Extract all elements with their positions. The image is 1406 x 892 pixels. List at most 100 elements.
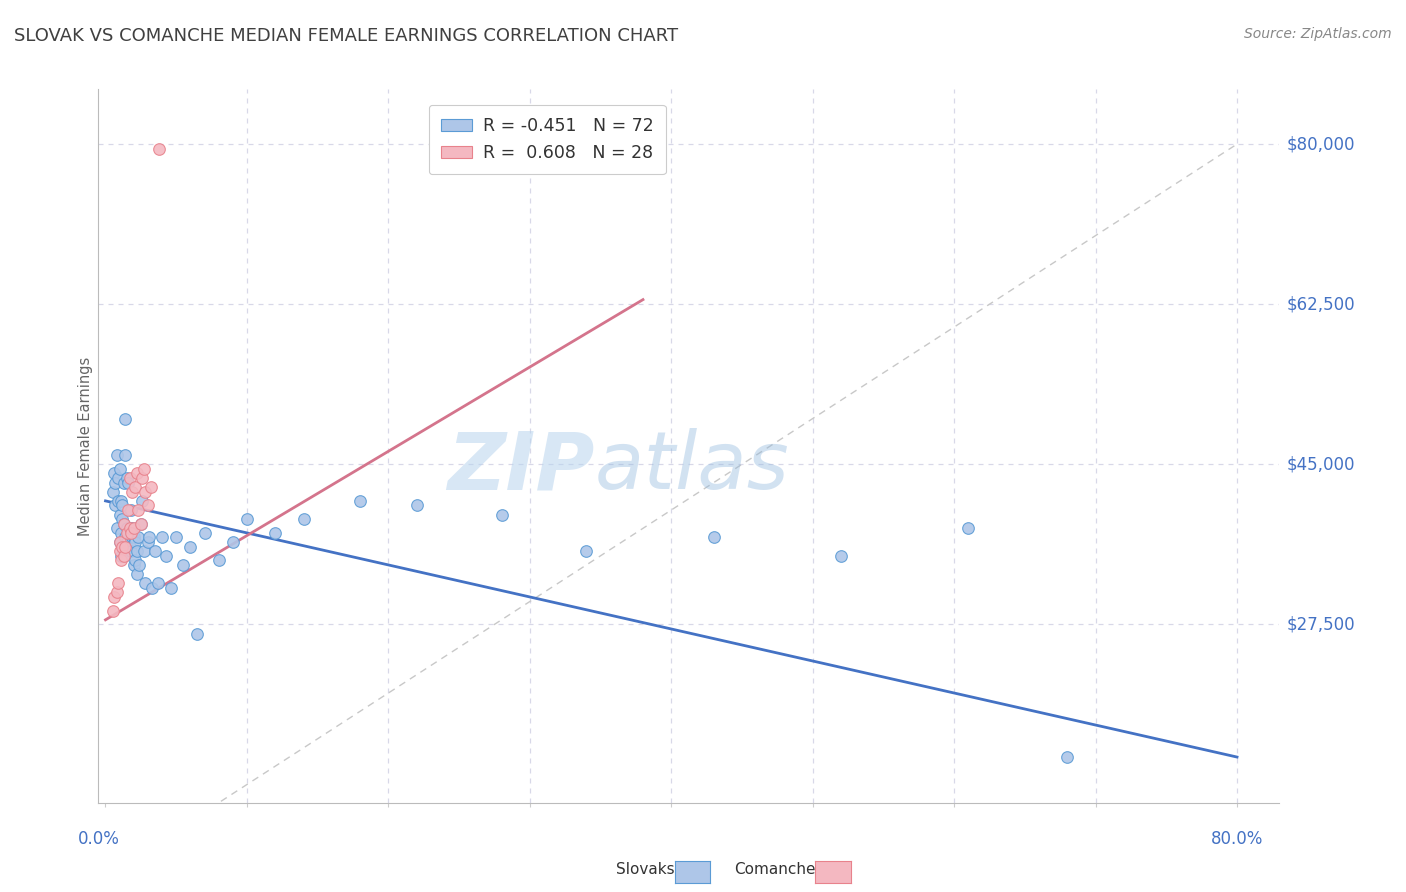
Point [117, 475, 139, 490]
Point [208, 553, 231, 567]
Point [120, 525, 142, 540]
Text: Comanche: Comanche [734, 863, 815, 877]
Point [110, 553, 132, 567]
Point [105, 448, 128, 462]
Point [131, 471, 153, 485]
Point [292, 512, 315, 526]
Point [114, 531, 136, 545]
Point [114, 411, 136, 425]
Point [118, 521, 141, 535]
Point [110, 549, 132, 563]
Point [110, 494, 132, 508]
Point [575, 544, 598, 558]
Point [118, 471, 141, 485]
Point [107, 576, 129, 591]
Point [118, 521, 141, 535]
Point [125, 567, 148, 582]
Point [150, 531, 173, 545]
Point [108, 462, 131, 476]
Point [155, 549, 177, 563]
Point [193, 525, 215, 540]
Point [108, 535, 131, 549]
Point [830, 549, 852, 563]
Text: ZIP: ZIP [447, 428, 595, 507]
Point [112, 549, 135, 563]
Point [134, 484, 156, 499]
Point [121, 521, 143, 535]
Point [148, 142, 170, 156]
Point [134, 576, 156, 591]
Point [115, 535, 138, 549]
Point [143, 544, 166, 558]
Point [112, 475, 135, 490]
Point [111, 540, 134, 554]
Point [124, 553, 146, 567]
Point [146, 576, 169, 591]
Point [114, 448, 136, 462]
Text: Slovaks: Slovaks [616, 863, 675, 877]
Point [125, 544, 148, 558]
Point [104, 475, 127, 490]
Point [103, 590, 125, 604]
Point [103, 467, 125, 481]
Point [124, 535, 146, 549]
Point [117, 503, 139, 517]
Point [114, 540, 136, 554]
Point [110, 525, 132, 540]
Point [136, 535, 159, 549]
Point [121, 531, 143, 545]
Point [127, 503, 149, 517]
Point [138, 531, 160, 545]
Text: $62,500: $62,500 [1286, 295, 1355, 313]
Point [129, 516, 152, 531]
Point [107, 494, 129, 508]
Point [128, 558, 150, 572]
Point [127, 531, 149, 545]
Text: SLOVAK VS COMANCHE MEDIAN FEMALE EARNINGS CORRELATION CHART: SLOVAK VS COMANCHE MEDIAN FEMALE EARNING… [14, 27, 678, 45]
Point [159, 581, 181, 595]
Point [111, 499, 134, 513]
Text: 0.0%: 0.0% [77, 830, 120, 847]
Text: $45,000: $45,000 [1286, 455, 1355, 474]
Point [264, 525, 287, 540]
Point [186, 626, 208, 640]
Point [141, 581, 163, 595]
Point [104, 499, 127, 513]
Point [120, 503, 142, 517]
Point [222, 535, 245, 549]
Point [112, 516, 135, 531]
Text: $27,500: $27,500 [1286, 615, 1355, 633]
Point [112, 549, 135, 563]
Point [105, 585, 128, 599]
Point [108, 508, 131, 522]
Point [122, 521, 145, 535]
Point [1056, 750, 1078, 764]
Text: 80.0%: 80.0% [1211, 830, 1263, 847]
Point [118, 540, 141, 554]
Point [111, 540, 134, 554]
Point [105, 521, 128, 535]
Point [405, 499, 427, 513]
Point [131, 494, 153, 508]
Point [179, 540, 201, 554]
Y-axis label: Median Female Earnings: Median Female Earnings [77, 357, 93, 535]
Point [129, 516, 152, 531]
Point [957, 521, 980, 535]
Point [236, 512, 259, 526]
Point [112, 516, 135, 531]
Point [115, 521, 138, 535]
Point [124, 480, 146, 494]
Point [120, 544, 142, 558]
Point [139, 480, 162, 494]
Point [115, 471, 138, 485]
Point [122, 558, 145, 572]
Text: Source: ZipAtlas.com: Source: ZipAtlas.com [1244, 27, 1392, 41]
Point [136, 499, 159, 513]
Point [111, 512, 134, 526]
Point [101, 484, 124, 499]
Legend: R = -0.451   N = 72, R =  0.608   N = 28: R = -0.451 N = 72, R = 0.608 N = 28 [429, 105, 665, 174]
Point [125, 467, 148, 481]
Point [703, 531, 725, 545]
Point [165, 531, 187, 545]
Point [101, 604, 124, 618]
